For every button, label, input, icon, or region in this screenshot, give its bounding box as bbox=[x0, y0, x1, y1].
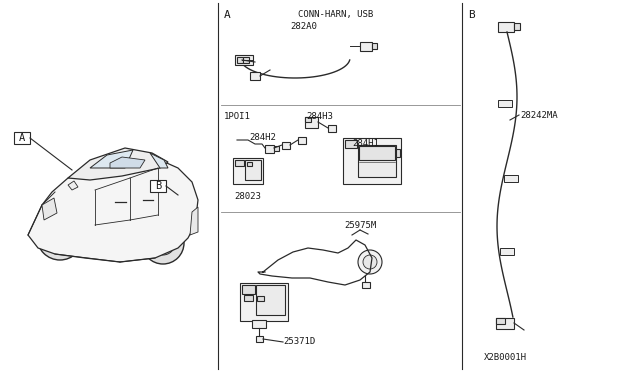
Bar bbox=[247, 162, 252, 166]
Text: 282A0: 282A0 bbox=[290, 22, 317, 31]
Text: 284H3: 284H3 bbox=[306, 112, 333, 121]
Bar bbox=[305, 117, 318, 128]
Text: A: A bbox=[19, 133, 25, 143]
Bar bbox=[256, 285, 285, 315]
Text: CONN-HARN, USB: CONN-HARN, USB bbox=[298, 10, 373, 19]
Text: 28023: 28023 bbox=[234, 192, 261, 201]
Bar bbox=[252, 320, 266, 328]
Circle shape bbox=[358, 250, 382, 274]
Text: X2B0001H: X2B0001H bbox=[483, 353, 527, 362]
Bar bbox=[14, 132, 30, 144]
Bar bbox=[233, 158, 263, 184]
Polygon shape bbox=[90, 150, 133, 168]
Bar bbox=[345, 140, 357, 148]
Polygon shape bbox=[28, 156, 198, 262]
Circle shape bbox=[159, 239, 167, 247]
Bar bbox=[150, 180, 166, 192]
Polygon shape bbox=[150, 153, 168, 168]
Bar bbox=[359, 146, 395, 160]
Bar bbox=[243, 57, 249, 63]
Bar bbox=[498, 22, 514, 32]
Bar bbox=[372, 43, 377, 49]
Bar bbox=[237, 57, 243, 63]
Bar bbox=[235, 55, 253, 65]
Circle shape bbox=[47, 224, 73, 250]
Circle shape bbox=[363, 255, 377, 269]
Polygon shape bbox=[190, 207, 198, 235]
Bar bbox=[250, 72, 260, 80]
Bar bbox=[305, 117, 311, 122]
Polygon shape bbox=[68, 148, 168, 180]
Bar bbox=[500, 248, 514, 255]
Bar bbox=[496, 318, 514, 329]
Circle shape bbox=[142, 222, 184, 264]
Circle shape bbox=[56, 233, 64, 241]
Text: 25975M: 25975M bbox=[344, 221, 376, 230]
Bar bbox=[245, 160, 261, 180]
Text: A: A bbox=[224, 10, 231, 20]
Text: 1POI1: 1POI1 bbox=[224, 112, 251, 121]
Text: 28242MA: 28242MA bbox=[520, 110, 557, 119]
Bar bbox=[242, 285, 255, 294]
Bar bbox=[396, 149, 400, 157]
Circle shape bbox=[37, 214, 83, 260]
Text: 284H2: 284H2 bbox=[249, 132, 276, 141]
Bar bbox=[360, 42, 372, 51]
Bar bbox=[244, 295, 253, 301]
Text: B: B bbox=[155, 181, 161, 191]
Bar bbox=[496, 318, 505, 324]
Bar bbox=[328, 125, 336, 132]
Text: 284H1: 284H1 bbox=[352, 138, 379, 148]
Polygon shape bbox=[68, 181, 78, 190]
Bar bbox=[256, 336, 263, 342]
Bar bbox=[257, 296, 264, 301]
Bar bbox=[362, 282, 370, 288]
Bar bbox=[282, 142, 290, 149]
Polygon shape bbox=[42, 198, 57, 220]
Bar bbox=[235, 160, 244, 166]
Text: B: B bbox=[468, 10, 475, 20]
Bar bbox=[514, 23, 520, 30]
Bar bbox=[498, 100, 512, 107]
Bar bbox=[274, 146, 279, 151]
Polygon shape bbox=[110, 157, 145, 168]
Bar bbox=[343, 138, 401, 184]
Circle shape bbox=[151, 231, 175, 255]
Bar bbox=[298, 137, 306, 144]
Text: 25371D: 25371D bbox=[283, 337, 316, 346]
Bar bbox=[240, 283, 288, 321]
Bar bbox=[265, 145, 274, 153]
Bar bbox=[504, 175, 518, 182]
Bar bbox=[358, 145, 396, 177]
